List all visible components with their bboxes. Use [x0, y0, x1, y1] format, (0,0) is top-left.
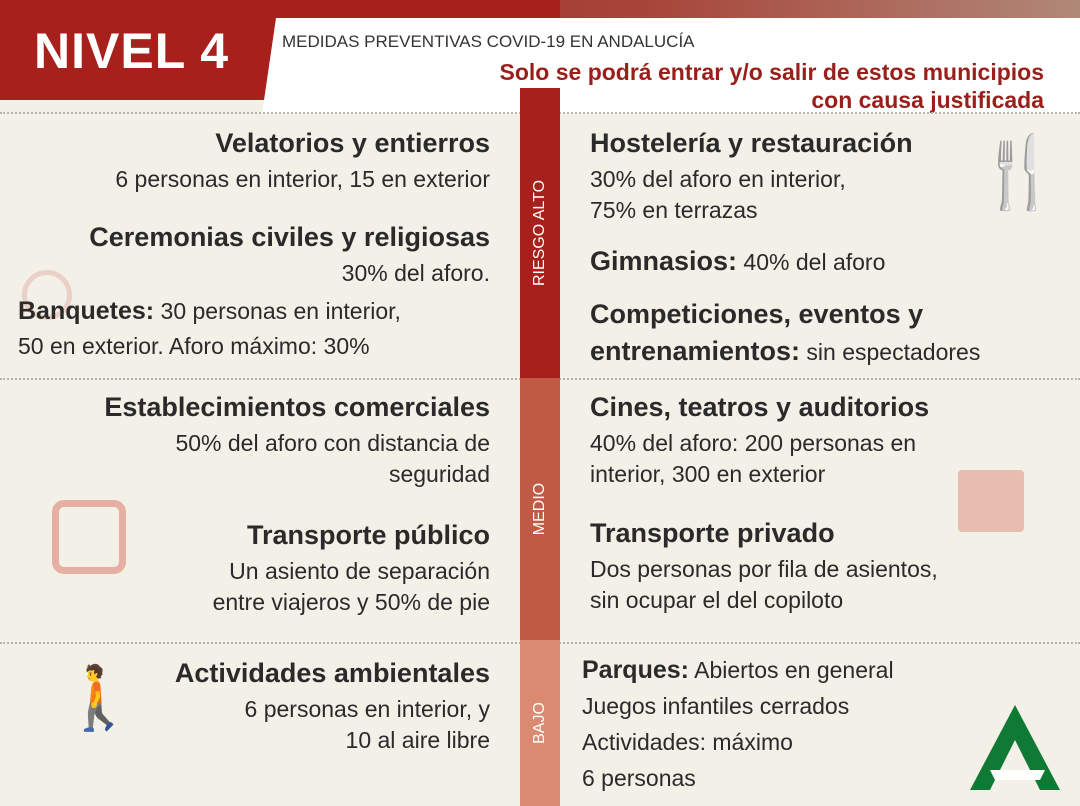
- item-text: Juegos infantiles cerrados: [582, 693, 850, 719]
- item-title: Competiciones, eventos y: [590, 299, 924, 329]
- item-text: sin ocupar el del copiloto: [590, 587, 844, 613]
- item-text: Abiertos en general: [688, 657, 894, 683]
- item-title: Parques:: [582, 656, 689, 684]
- item-title: Gimnasios:: [590, 246, 738, 276]
- item-title: Transporte público: [246, 520, 490, 550]
- item-text: 50% del aforo con distancia de: [175, 430, 490, 456]
- item-title: Ceremonias civiles y religiosas: [89, 222, 490, 252]
- item-text: sin espectadores: [800, 339, 981, 365]
- item-title: Cines, teatros y auditorios: [590, 392, 930, 422]
- bus-icon: [52, 500, 126, 574]
- risk-bar-high: RIESGO ALTO: [520, 88, 560, 378]
- item-text: seguridad: [388, 461, 490, 487]
- item-text: Dos personas por fila de asientos,: [590, 556, 938, 582]
- item-ceremonias: Ceremonias civiles y religiosas 30% del a…: [89, 222, 490, 289]
- item-hosteleria: Hostelería y restauración 30% del aforo e…: [590, 128, 913, 226]
- item-title: Hostelería y restauración: [590, 128, 913, 158]
- level-title: NIVEL 4: [34, 23, 230, 79]
- risk-bar-low: BAJO: [520, 640, 560, 806]
- risk-label: BAJO: [531, 702, 548, 744]
- item-text: 40% del aforo: [737, 249, 886, 275]
- risk-label: MEDIO: [531, 482, 548, 536]
- item-text: 50 en exterior. Aforo máximo: 30%: [18, 333, 370, 359]
- risk-bar-medium: MEDIO: [520, 378, 560, 640]
- item-text: interior, 300 en exterior: [590, 461, 826, 487]
- item-comercios: Establecimientos comerciales 50% del afor…: [104, 392, 490, 490]
- item-parques: Parques: Abiertos en general Juegos infan…: [582, 652, 894, 796]
- cutlery-icon: 🍴: [975, 133, 1063, 211]
- item-title: Banquetes:: [18, 297, 155, 325]
- item-gimnasios: Gimnasios: 40% del aforo: [590, 246, 885, 278]
- item-text: 6 personas en interior, 15 en exterior: [115, 166, 490, 192]
- hiker-icon: 🚶: [60, 664, 138, 733]
- item-text: Un asiento de separación: [229, 558, 490, 584]
- item-text: 30% del aforo en interior,: [590, 166, 846, 192]
- headline: Solo se podrá entrar y/o salir de estos …: [500, 58, 1045, 114]
- item-cines: Cines, teatros y auditorios 40% del aforo…: [590, 392, 929, 490]
- item-text: 6 personas en interior, y: [244, 696, 490, 722]
- item-title: Transporte privado: [590, 518, 835, 548]
- risk-label: RIESGO ALTO: [531, 179, 548, 287]
- item-title: entrenamientos:: [590, 336, 801, 366]
- headline-line: con causa justificada: [811, 87, 1044, 113]
- item-transporte-privado: Transporte privado Dos personas por fila …: [590, 518, 938, 616]
- item-text: 10 al aire libre: [345, 727, 490, 753]
- clapperboard-icon: [958, 470, 1024, 532]
- rings-icon: [22, 270, 72, 320]
- item-text: 40% del aforo: 200 personas en: [590, 430, 917, 456]
- item-velatorios: Velatorios y entierros 6 personas en inte…: [115, 128, 490, 195]
- headline-line: Solo se podrá entrar y/o salir de estos …: [499, 59, 1045, 85]
- header-banner: [262, 18, 1080, 114]
- item-text: 6 personas: [582, 765, 696, 791]
- subtitle: MEDIDAS PREVENTIVAS COVID-19 EN ANDALUCÍ…: [282, 32, 695, 51]
- item-title: Velatorios y entierros: [215, 128, 490, 158]
- item-text: 30 personas en interior,: [154, 298, 401, 324]
- junta-andalucia-logo: [970, 705, 1060, 790]
- item-text: 75% en terrazas: [590, 197, 758, 223]
- item-text: entre viajeros y 50% de pie: [212, 589, 490, 615]
- item-competiciones: Competiciones, eventos y entrenamientos: …: [590, 296, 980, 370]
- item-text: Actividades: máximo: [582, 729, 793, 755]
- item-banquetes: Banquetes: 30 personas en interior, 50 en…: [18, 296, 401, 362]
- item-title: Actividades ambientales: [174, 658, 490, 688]
- item-text: 30% del aforo.: [341, 260, 490, 286]
- item-actividades-ambientales: Actividades ambientales 6 personas en int…: [175, 658, 490, 756]
- item-title: Establecimientos comerciales: [104, 392, 490, 422]
- item-transporte-publico: Transporte público Un asiento de separaci…: [213, 520, 490, 618]
